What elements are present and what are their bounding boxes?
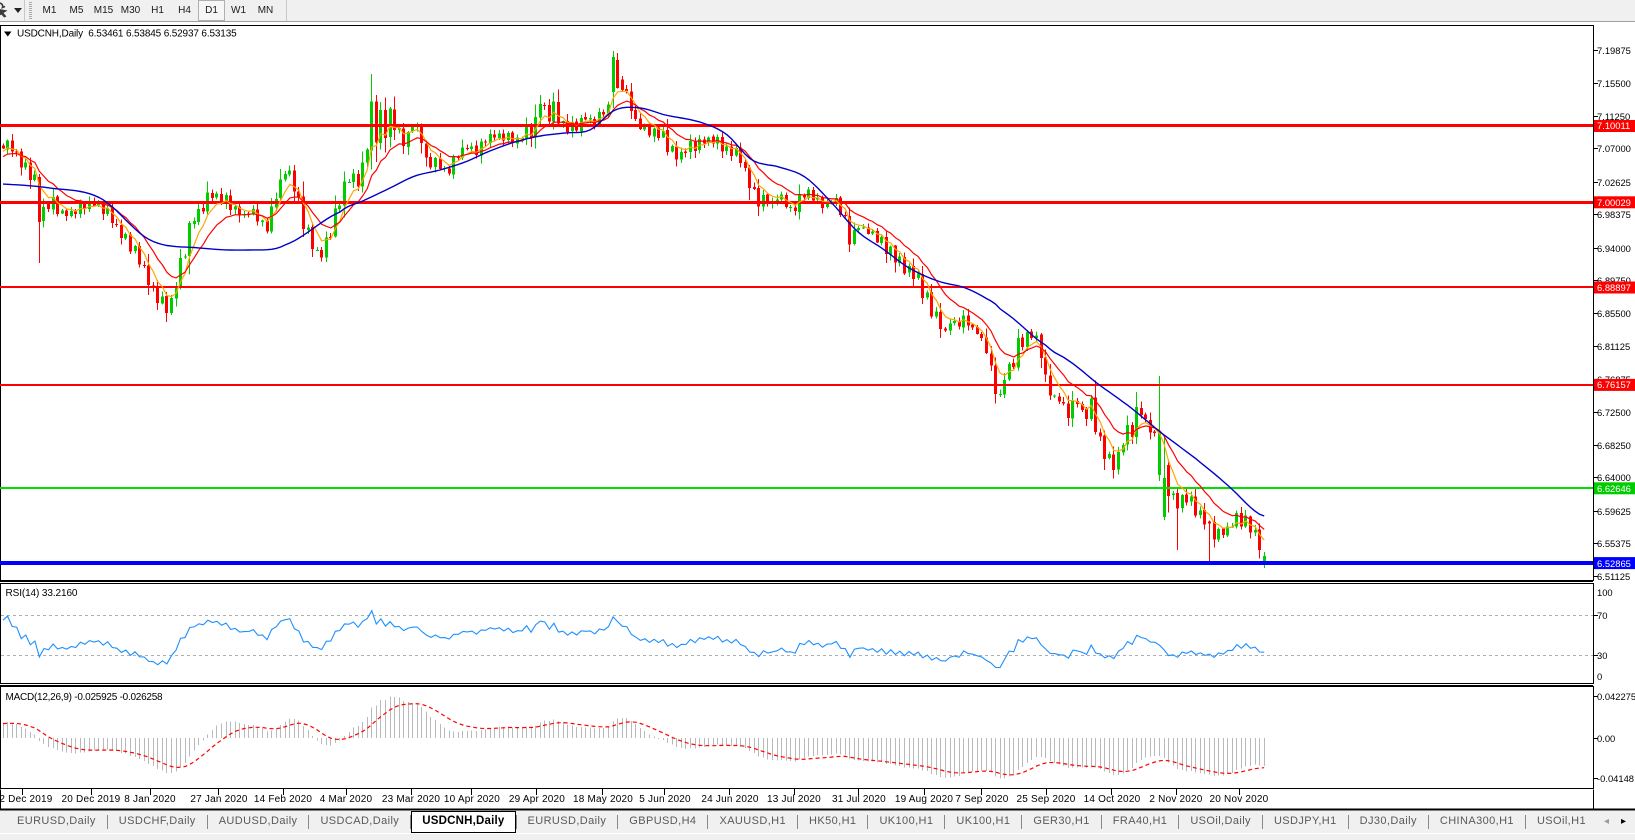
svg-text:6.51125: 6.51125 [1597, 571, 1630, 582]
svg-text:6.68250: 6.68250 [1597, 440, 1631, 451]
svg-text:5 Jun 2020: 5 Jun 2020 [639, 794, 691, 805]
svg-text:6.98375: 6.98375 [1597, 209, 1631, 220]
svg-text:30: 30 [1597, 650, 1607, 661]
svg-text:6.52865: 6.52865 [1597, 558, 1631, 569]
svg-text:RSI(14) 33.2160: RSI(14) 33.2160 [6, 588, 78, 599]
svg-text:7 Sep 2020: 7 Sep 2020 [955, 794, 1008, 805]
svg-text:6.94000: 6.94000 [1597, 243, 1631, 254]
svg-text:2 Dec 2019: 2 Dec 2019 [0, 794, 53, 805]
svg-text:6.81125: 6.81125 [1597, 341, 1630, 352]
svg-text:7.11250: 7.11250 [1597, 111, 1630, 122]
svg-text:14 Feb 2020: 14 Feb 2020 [254, 794, 313, 805]
svg-text:19 Aug 2020: 19 Aug 2020 [895, 794, 954, 805]
svg-text:-0.04148: -0.04148 [1597, 773, 1634, 784]
svg-text:6.62646: 6.62646 [1597, 483, 1631, 494]
svg-text:6.88897: 6.88897 [1597, 282, 1631, 293]
svg-text:25 Sep 2020: 25 Sep 2020 [1017, 794, 1076, 805]
svg-text:7.07000: 7.07000 [1597, 143, 1631, 154]
svg-text:20 Dec 2019: 20 Dec 2019 [62, 794, 121, 805]
svg-text:8 Jan 2020: 8 Jan 2020 [124, 794, 176, 805]
svg-text:6.59625: 6.59625 [1597, 506, 1631, 517]
svg-text:USDCNH,Daily 6.53461 6.53845: USDCNH,Daily 6.53461 6.53845 6.52937 6.5… [17, 29, 237, 40]
svg-text:4 Mar 2020: 4 Mar 2020 [320, 794, 373, 805]
svg-text:7.02625: 7.02625 [1597, 177, 1631, 188]
svg-text:6.85500: 6.85500 [1597, 308, 1631, 319]
svg-text:6.76157: 6.76157 [1597, 379, 1631, 390]
svg-text:31 Jul 2020: 31 Jul 2020 [832, 794, 886, 805]
svg-text:2 Nov 2020: 2 Nov 2020 [1149, 794, 1202, 805]
svg-text:7.10011: 7.10011 [1597, 120, 1630, 131]
svg-text:7.19875: 7.19875 [1597, 45, 1631, 56]
svg-text:6.89750: 6.89750 [1597, 275, 1631, 286]
svg-text:14 Oct 2020: 14 Oct 2020 [1084, 794, 1141, 805]
svg-text:6.64000: 6.64000 [1597, 472, 1631, 483]
svg-text:10 Apr 2020: 10 Apr 2020 [444, 794, 500, 805]
svg-text:0.042275: 0.042275 [1597, 691, 1635, 702]
svg-text:13 Jul 2020: 13 Jul 2020 [767, 794, 821, 805]
svg-text:27 Jan 2020: 27 Jan 2020 [190, 794, 247, 805]
svg-text:18 May 2020: 18 May 2020 [573, 794, 633, 805]
svg-text:6.72500: 6.72500 [1597, 407, 1631, 418]
svg-text:7.00029: 7.00029 [1597, 197, 1631, 208]
svg-text:7.15500: 7.15500 [1597, 78, 1631, 89]
svg-text:0: 0 [1597, 671, 1602, 682]
svg-text:70: 70 [1597, 610, 1607, 621]
svg-text:20 Nov 2020: 20 Nov 2020 [1210, 794, 1269, 805]
svg-text:MACD(12,26,9) -0.025925 -0.026: MACD(12,26,9) -0.025925 -0.026258 [6, 692, 164, 703]
svg-text:100: 100 [1597, 587, 1613, 598]
svg-text:0.00: 0.00 [1597, 733, 1615, 744]
svg-text:23 Mar 2020: 23 Mar 2020 [382, 794, 441, 805]
svg-text:24 Jun 2020: 24 Jun 2020 [701, 794, 758, 805]
svg-text:29 Apr 2020: 29 Apr 2020 [509, 794, 565, 805]
svg-text:6.55375: 6.55375 [1597, 538, 1631, 549]
